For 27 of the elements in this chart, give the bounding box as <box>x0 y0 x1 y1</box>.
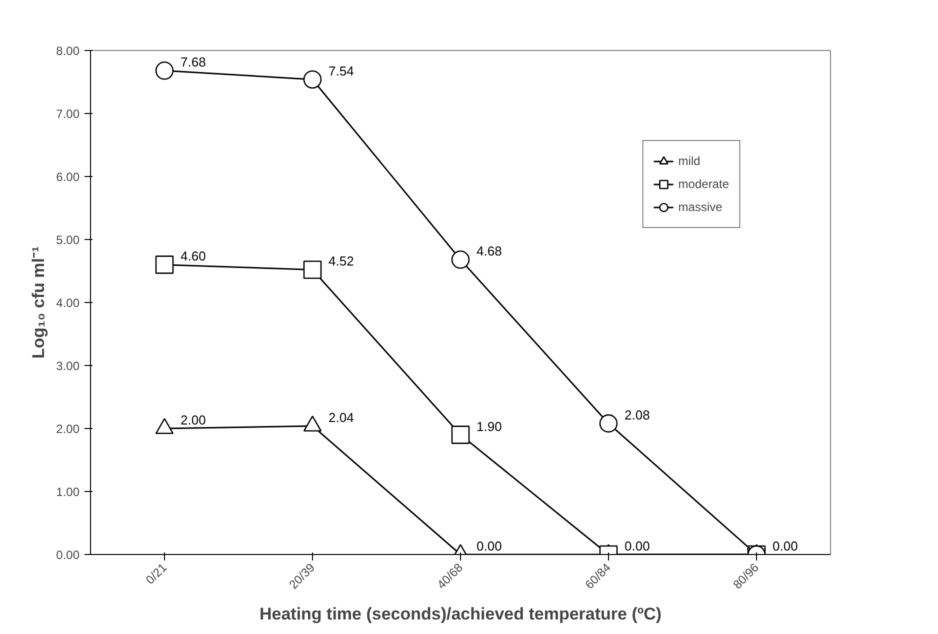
y-tick-label: 5.00 <box>56 233 80 247</box>
y-tick-label: 0.00 <box>56 548 80 562</box>
data-label: 2.00 <box>180 412 206 428</box>
y-tick-label: 7.00 <box>56 107 80 121</box>
legend-label: massive <box>678 200 722 214</box>
data-label: 4.68 <box>476 244 502 259</box>
legend-label: mild <box>678 154 700 168</box>
data-label: 0.00 <box>624 538 650 554</box>
data-label: 4.52 <box>328 254 354 269</box>
y-tick-label: 3.00 <box>56 359 80 373</box>
y-tick-label: 6.00 <box>56 170 80 184</box>
x-tick-label: 0/21 <box>143 560 170 587</box>
y-tick-label: 2.00 <box>56 422 80 436</box>
data-label: 4.60 <box>180 248 206 264</box>
data-label: 0.00 <box>772 538 798 554</box>
data-label: 0.00 <box>476 538 502 554</box>
data-label: 1.90 <box>476 418 502 434</box>
data-label: 2.04 <box>328 410 354 425</box>
y-tick-label: 1.00 <box>56 485 80 499</box>
data-label: 2.08 <box>624 407 650 422</box>
data-label: 7.54 <box>328 63 354 78</box>
y-tick-label: 4.00 <box>56 296 80 310</box>
y-axis-title: Log₁₀ cfu ml⁻¹ <box>29 246 48 359</box>
y-tick-label: 8.00 <box>56 44 80 58</box>
x-axis-title: Heating time (seconds)/achieved temperature (ºC) <box>259 604 662 624</box>
data-label: 7.68 <box>180 54 206 70</box>
legend-label: moderate <box>678 177 729 191</box>
